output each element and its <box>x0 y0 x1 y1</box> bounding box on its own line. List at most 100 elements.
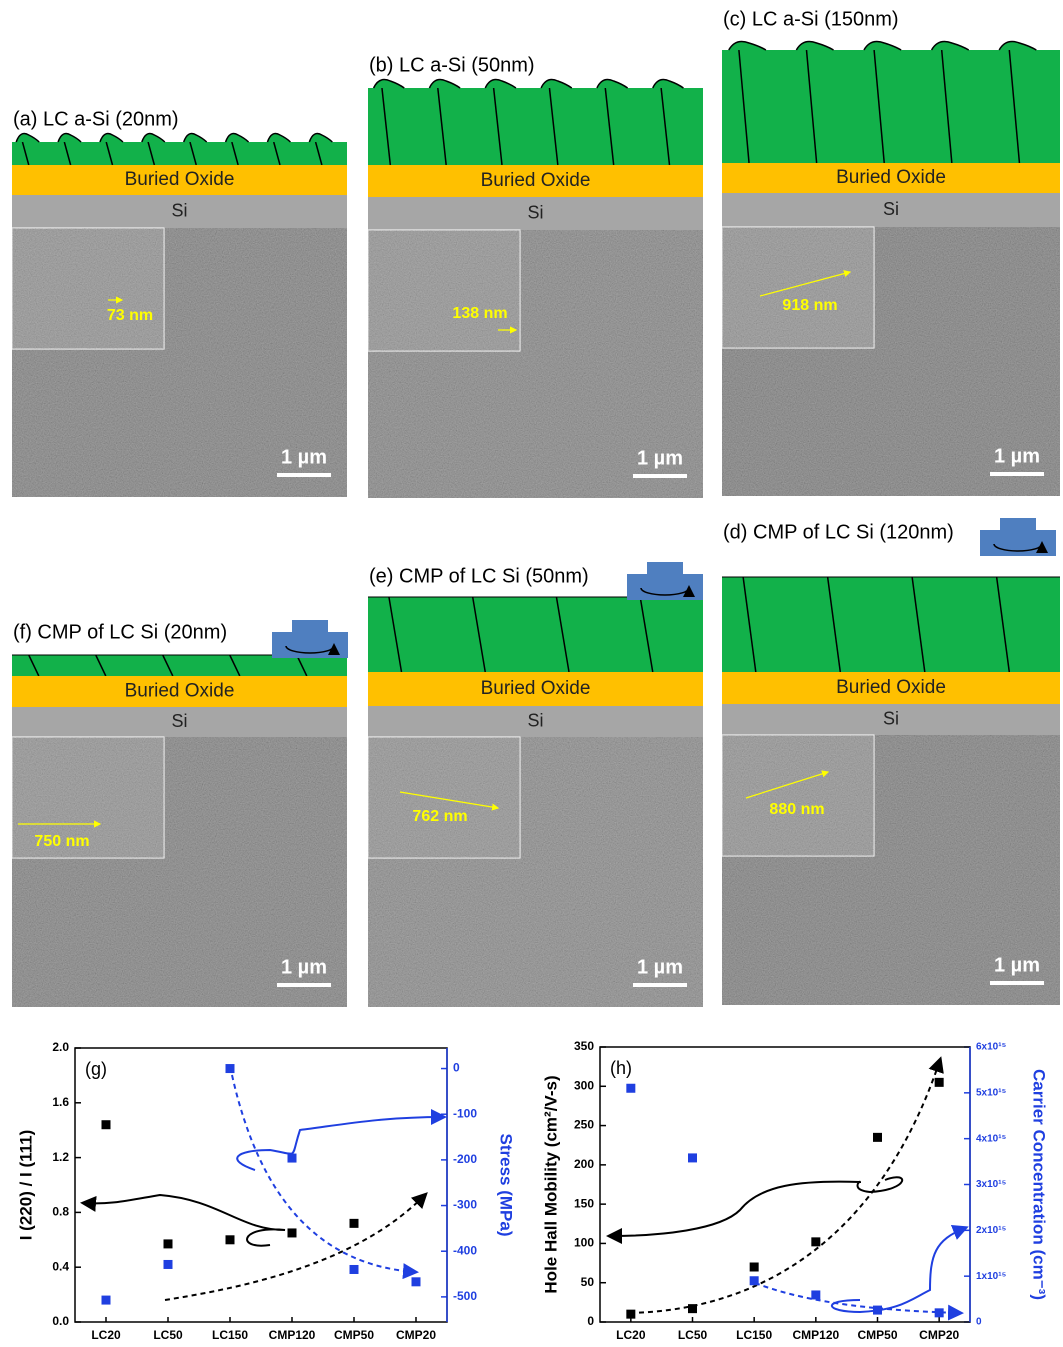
x-tick-label: LC150 <box>212 1328 248 1342</box>
oxide-label: Buried Oxide <box>836 677 946 698</box>
substrate-label: Si <box>171 711 187 731</box>
panel-title: (a) LC a-Si (20nm) <box>13 108 179 130</box>
chart: 0.00.40.81.21.62.0-500-400-300-200-1000L… <box>16 1040 515 1342</box>
substrate-label: Si <box>171 200 187 220</box>
surface-bump <box>16 134 39 142</box>
x-tick-label: CMP20 <box>919 1328 959 1342</box>
sem-inset-texture <box>368 737 520 858</box>
y-axis-label: Hole Hall Mobility (cm²/V-s) <box>541 1075 560 1293</box>
y-tick-label: 250 <box>574 1118 594 1132</box>
y2-tick-label: 6x10¹⁵ <box>976 1042 1007 1053</box>
y2-tick-label: 3x10¹⁵ <box>976 1179 1007 1190</box>
figure: (a) LC a-Si (20nm) Buried Oxide Si 73 nm 1 µ… <box>0 0 1063 1347</box>
y2-tick-label: -400 <box>453 1243 477 1257</box>
y2-tick-label: -100 <box>453 1106 477 1120</box>
x-tick-label: LC50 <box>678 1328 708 1342</box>
film-layer <box>12 655 347 676</box>
y-tick-label: 2.0 <box>52 1040 69 1054</box>
panel: (c) LC a-Si (150nm)Buried OxideSi918 nm1… <box>722 8 1060 496</box>
y-tick-label: 0.0 <box>52 1314 69 1328</box>
x-tick-label: LC20 <box>91 1328 121 1342</box>
measurement: 762 nm <box>412 808 467 825</box>
data-point <box>350 1265 359 1274</box>
measurement: 73 nm <box>107 307 153 324</box>
data-point <box>688 1153 697 1162</box>
data-point <box>750 1263 759 1272</box>
y2-tick-label: 0 <box>976 1317 982 1328</box>
y2-tick-label: -300 <box>453 1198 477 1212</box>
y-tick-label: 200 <box>574 1157 594 1171</box>
surface-bump <box>541 80 572 88</box>
cmp-head <box>647 562 683 576</box>
y-tick-label: 150 <box>574 1196 594 1210</box>
x-tick-label: CMP120 <box>269 1328 316 1342</box>
substrate-label: Si <box>527 710 543 730</box>
surface-bump <box>226 134 249 142</box>
oxide-label: Buried Oxide <box>836 167 946 188</box>
y-tick-label: 1.6 <box>52 1095 69 1109</box>
sem-inset-texture <box>722 227 874 348</box>
surface-bump <box>597 80 628 88</box>
surface-bump <box>184 134 207 142</box>
y2-tick-label: 4x10¹⁵ <box>976 1133 1007 1144</box>
data-point <box>164 1239 173 1248</box>
x-tick-label: LC150 <box>736 1328 772 1342</box>
surface-bump <box>729 42 766 50</box>
surface-bump <box>864 42 901 50</box>
trend-arrow <box>237 1117 443 1170</box>
sem-inset-texture <box>12 228 164 349</box>
film-layer <box>368 597 703 672</box>
chart: 05010015020025030035001x10¹⁵2x10¹⁵3x10¹⁵… <box>541 1039 1048 1342</box>
plot-frame <box>600 1047 970 1322</box>
cmp-pad <box>980 530 1056 556</box>
trend-arrow <box>84 1195 285 1246</box>
data-point <box>288 1228 297 1237</box>
y-tick-label: 300 <box>574 1078 594 1092</box>
y2-axis-label: Carrier Concentration (cm⁻³) <box>1030 1069 1049 1300</box>
y2-tick-label: -200 <box>453 1152 477 1166</box>
y-tick-label: 1.2 <box>52 1150 69 1164</box>
data-point <box>350 1219 359 1228</box>
y2-tick-label: 0 <box>453 1061 460 1075</box>
scale-label: 1 µm <box>994 445 1040 467</box>
y2-tick-label: 5x10¹⁵ <box>976 1087 1007 1098</box>
data-point <box>412 1277 421 1286</box>
data-point <box>811 1237 820 1246</box>
data-point <box>164 1260 173 1269</box>
y2-tick-label: 1x10¹⁵ <box>976 1271 1007 1282</box>
substrate-label: Si <box>527 202 543 222</box>
measurement: 138 nm <box>452 305 507 322</box>
surface-bump <box>374 80 405 88</box>
surface-bump <box>932 42 969 50</box>
panel-title: (f) CMP of LC Si (20nm) <box>13 621 227 643</box>
film-layer <box>12 142 347 165</box>
measurement: 750 nm <box>34 833 89 850</box>
oxide-label: Buried Oxide <box>125 681 235 702</box>
data-point <box>626 1084 635 1093</box>
surface-bump <box>267 134 290 142</box>
data-point <box>811 1290 820 1299</box>
surface-bump <box>100 134 123 142</box>
data-point <box>288 1154 297 1163</box>
data-point <box>226 1064 235 1073</box>
data-point <box>226 1235 235 1244</box>
y2-tick-label: -500 <box>453 1289 477 1303</box>
trend-arrow <box>165 1195 425 1300</box>
oxide-label: Buried Oxide <box>481 170 591 191</box>
cmp-pad <box>627 574 703 600</box>
cmp-pad <box>272 632 348 658</box>
substrate-label: Si <box>883 199 899 219</box>
data-point <box>626 1310 635 1319</box>
data-point <box>750 1276 759 1285</box>
panel: (d) CMP of LC Si (120nm)Buried OxideSi88… <box>722 518 1060 1005</box>
data-point <box>688 1304 697 1313</box>
panel: (f) CMP of LC Si (20nm) Buried Oxide Si 750… <box>12 620 348 1007</box>
y-tick-label: 50 <box>581 1275 595 1289</box>
panel-title: (c) LC a-Si (150nm) <box>723 8 899 30</box>
y-tick-label: 350 <box>574 1039 594 1053</box>
surface-bump <box>309 134 332 142</box>
panel-label: (g) <box>85 1059 107 1079</box>
scale-label: 1 µm <box>994 954 1040 976</box>
